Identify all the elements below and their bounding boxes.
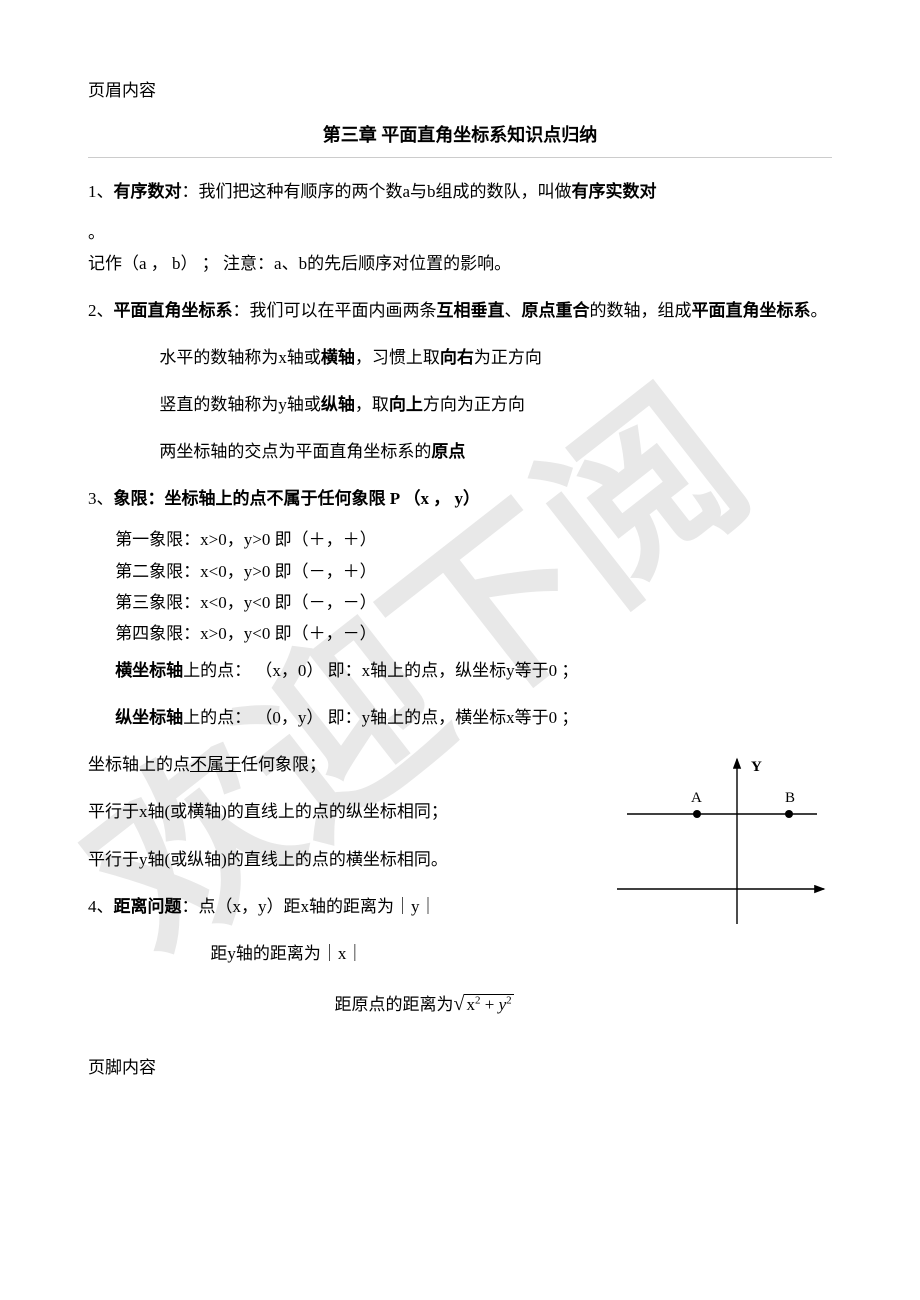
x-axis-desc: 水平的数轴称为x轴或横轴，习惯上取向右为正方向 [159,338,832,377]
page-footer: 页脚内容 [88,1055,832,1081]
text: 、 [505,301,522,320]
coordinate-diagram: Y A B [607,749,832,937]
section-1: 1、有序数对：我们把这种有顺序的两个数a与b组成的数队，叫做有序实数对 [88,172,832,211]
y-axis-points: 纵坐标轴上的点： （0，y） 即：y轴上的点，横坐标x等于0 ； [115,698,832,737]
dist-to-y-axis: 距y轴的距离为｜x｜ [210,934,832,973]
text: 坐标轴上的点 [88,755,190,774]
text: 上的点： （0，y） 即：y轴上的点，横坐标x等于0 ； [183,708,578,727]
term-rect-coord: 平面直角坐标系 [114,301,233,320]
text: 竖直的数轴称为y轴或 [159,395,321,414]
term-y-axis-label: 纵坐标轴 [115,708,183,727]
section-2: 2、平面直角坐标系：我们可以在平面内画两条互相垂直、原点重合的数轴，组成平面直角… [88,291,832,330]
svg-text:A: A [691,790,702,806]
text: 为正方向 [474,348,542,367]
y-axis-desc: 竖直的数轴称为y轴或纵轴，取向上方向为正方向 [159,385,832,424]
term-rect-coord-2: 平面直角坐标系 [692,301,811,320]
text: 距原点的距离为 [335,995,454,1014]
text: 的数轴，组成 [590,301,692,320]
text: 上的点： （x，0） 即：x轴上的点，纵坐标y等于0 ； [183,661,578,680]
term-ordered-real-pair: 有序实数对 [572,182,657,201]
quadrant-4: 第四象限：x>0，y<0 即（＋，－） [115,620,832,647]
term-x-axis-label: 横坐标轴 [115,661,183,680]
term-perpendicular: 互相垂直 [437,301,505,320]
term-origin: 原点 [431,442,465,461]
text: ，取 [355,395,389,414]
text: 任何象限； [241,755,326,774]
quadrant-2: 第二象限：x<0，y>0 即（－，＋） [115,558,832,585]
term-vertical-axis: 纵轴 [321,395,355,414]
text: 两坐标轴的交点为平面直角坐标系的 [159,442,431,461]
title-divider [88,157,832,158]
text: 水平的数轴称为x轴或 [159,348,321,367]
dist-to-origin: 距原点的距离为√x2 + y2 [335,981,833,1027]
sqrt-expression: √x2 + y2 [454,981,514,1027]
term-origin-coincide: 原点重合 [522,301,590,320]
term-upward: 向上 [389,395,423,414]
term-horizontal-axis: 横轴 [321,348,355,367]
quadrant-3: 第三象限：x<0，y<0 即（－，－） [115,589,832,616]
section-3-heading: 象限：坐标轴上的点不属于任何象限 P （x ， y） [114,489,480,508]
section-3: 3、象限：坐标轴上的点不属于任何象限 P （x ， y） [88,479,832,518]
x-axis-points: 横坐标轴上的点： （x，0） 即：x轴上的点，纵坐标y等于0 ； [115,651,832,690]
text: ，习惯上取 [355,348,440,367]
quadrant-1: 第一象限：x>0，y>0 即（＋，＋） [115,526,832,553]
text: 方向为正方向 [423,395,525,414]
section-3-num: 3、 [88,489,114,508]
term-distance: 距离问题 [114,897,182,916]
page-header: 页眉内容 [88,78,832,104]
section-1-note: 记作（a ， b） ； 注意：a、b的先后顺序对位置的影响。 [88,250,832,277]
section-2-num: 2、 [88,301,114,320]
term-rightward: 向右 [440,348,474,367]
svg-text:Y: Y [751,759,762,775]
document-title: 第三章 平面直角坐标系知识点归纳 [88,122,832,149]
term-not-belong: 不属于 [190,755,241,774]
term-ordered-pair: 有序数对 [114,182,182,201]
section-4-num: 4、 [88,897,114,916]
section-1-num: 1、 [88,182,114,201]
text: ：我们把这种有顺序的两个数a与b组成的数队，叫做 [182,182,572,201]
svg-text:B: B [785,790,795,806]
section-1-period: 。 [88,219,832,246]
text: 。 [811,301,828,320]
text: ：我们可以在平面内画两条 [233,301,437,320]
origin-desc: 两坐标轴的交点为平面直角坐标系的原点 [159,432,832,471]
text: ：点（x，y）距x轴的距离为｜y｜ [182,897,437,916]
